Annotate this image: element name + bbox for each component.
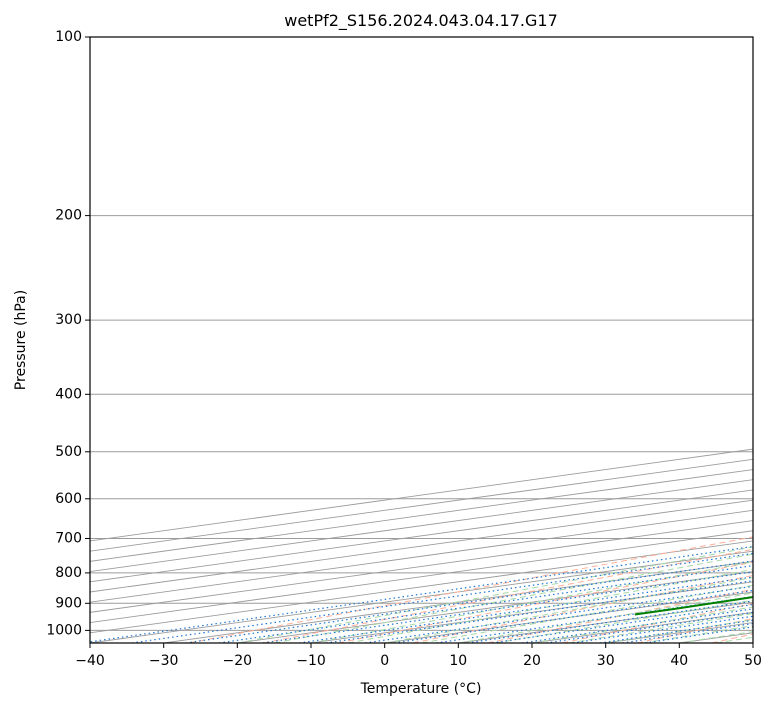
- y-tick-label: 600: [55, 491, 82, 507]
- y-axis-label: Pressure (hPa): [13, 290, 29, 390]
- dry-adiabat: [487, 588, 753, 643]
- plot-frame: [89, 36, 754, 644]
- x-axis: −40 −30 −20 −10 0 10 20 30 40 50: [75, 643, 762, 669]
- isotherm-line: [90, 458, 753, 552]
- y-tick-label: 400: [55, 386, 82, 402]
- x-axis-label: Temperature (°C): [360, 681, 482, 697]
- isotherm-line: [90, 489, 753, 583]
- dry-adiabat: [263, 548, 753, 643]
- mixing-ratio-line: [365, 585, 753, 643]
- x-tick-label: 20: [523, 653, 541, 669]
- moist-adiabat: [384, 576, 753, 643]
- isotherm-line: [90, 530, 753, 624]
- isotherm-line: [90, 540, 753, 634]
- y-tick-label: 500: [55, 444, 82, 460]
- moist-adiabat: [347, 568, 753, 643]
- mixing-ratio-line: [90, 545, 753, 643]
- x-tick-label: 50: [744, 653, 762, 669]
- y-tick-label: 100: [55, 29, 82, 45]
- chart-title: wetPf2_S156.2024.043.04.17.G17: [284, 11, 558, 31]
- mixing-ratio-line: [394, 589, 753, 643]
- y-tick-label: 300: [55, 312, 82, 328]
- x-tick-label: −40: [75, 653, 105, 669]
- mixing-ratio-line: [326, 580, 753, 643]
- mixing-ratio-line: [299, 576, 753, 643]
- y-tick-label: 800: [55, 565, 82, 581]
- isotherm-line: [90, 469, 753, 562]
- dry-adiabat: [188, 536, 753, 643]
- moist-adiabat: [237, 546, 753, 643]
- x-tick-label: 30: [597, 653, 615, 669]
- y-tick-label: 900: [55, 595, 82, 611]
- y-axis: 100 200 300 400 500 600 700 800 900 1000: [46, 29, 90, 638]
- x-tick-label: −30: [149, 653, 179, 669]
- x-tick-label: −10: [296, 653, 326, 669]
- isotherm-line: [90, 520, 753, 613]
- moist-adiabat: [458, 592, 753, 643]
- isotherm-line: [90, 509, 753, 603]
- isotherm-line: [90, 479, 753, 573]
- moist-adiabat: [274, 553, 753, 643]
- x-tick-label: 10: [449, 653, 467, 669]
- y-tick-label: 200: [55, 208, 82, 224]
- x-tick-label: −20: [223, 653, 253, 669]
- background-lines: [90, 37, 753, 643]
- y-tick-label: 700: [55, 531, 82, 547]
- x-tick-label: 0: [380, 653, 389, 669]
- isotherm-line: [90, 499, 753, 593]
- y-tick-label: 1000: [46, 622, 82, 638]
- x-tick-label: 40: [670, 653, 688, 669]
